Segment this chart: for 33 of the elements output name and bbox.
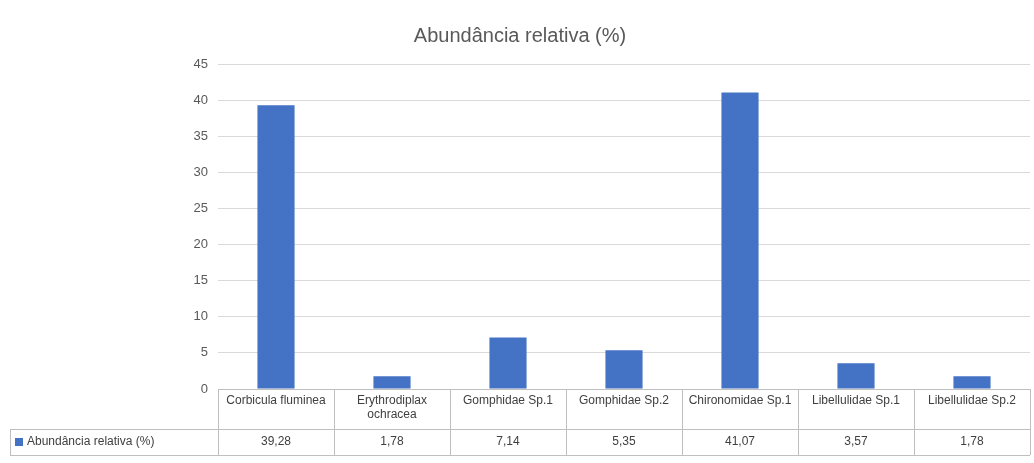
- x-tick-label: Chironomidae Sp.1: [688, 392, 792, 407]
- y-tick-label: 45: [193, 55, 208, 71]
- data-label: 3,57: [844, 434, 868, 449]
- data-label: 1,78: [380, 434, 404, 449]
- y-tick-label: 25: [193, 200, 208, 216]
- bar: [721, 92, 759, 389]
- data-label: 41,07: [724, 434, 756, 449]
- x-tick-label: Corbicula fluminea: [226, 392, 327, 407]
- bar: [837, 363, 875, 389]
- data-label: 5,35: [612, 434, 636, 449]
- y-tick-label: 5: [200, 344, 208, 360]
- bar: [373, 376, 411, 389]
- data-label: 39,28: [260, 434, 292, 449]
- legend-label: Abundância relativa (%): [27, 434, 155, 449]
- y-tick-label: 0: [200, 380, 208, 396]
- x-tick-label: Gomphidae Sp.1: [462, 392, 554, 407]
- bar: [953, 376, 991, 389]
- y-tick-label: 35: [193, 127, 208, 143]
- x-tick-label: Libellulidae Sp.1: [811, 392, 901, 407]
- y-tick-label: 10: [193, 308, 208, 324]
- y-tick-label: 20: [193, 236, 208, 252]
- y-tick-label: 30: [193, 163, 208, 179]
- bar: [605, 350, 643, 389]
- x-tick-label: Libellulidae Sp.2: [927, 392, 1017, 407]
- y-tick-label: 40: [193, 91, 208, 107]
- data-label: 1,78: [960, 434, 984, 449]
- bar: [257, 105, 295, 389]
- x-tick-label: Gomphidae Sp.2: [578, 392, 670, 407]
- chart-title: Abundância relativa (%): [413, 23, 627, 46]
- data-label: 7,14: [496, 434, 520, 449]
- bar: [489, 337, 527, 389]
- x-tick-label: Erythrodiplax ochracea: [356, 392, 428, 421]
- y-tick-label: 15: [193, 272, 208, 288]
